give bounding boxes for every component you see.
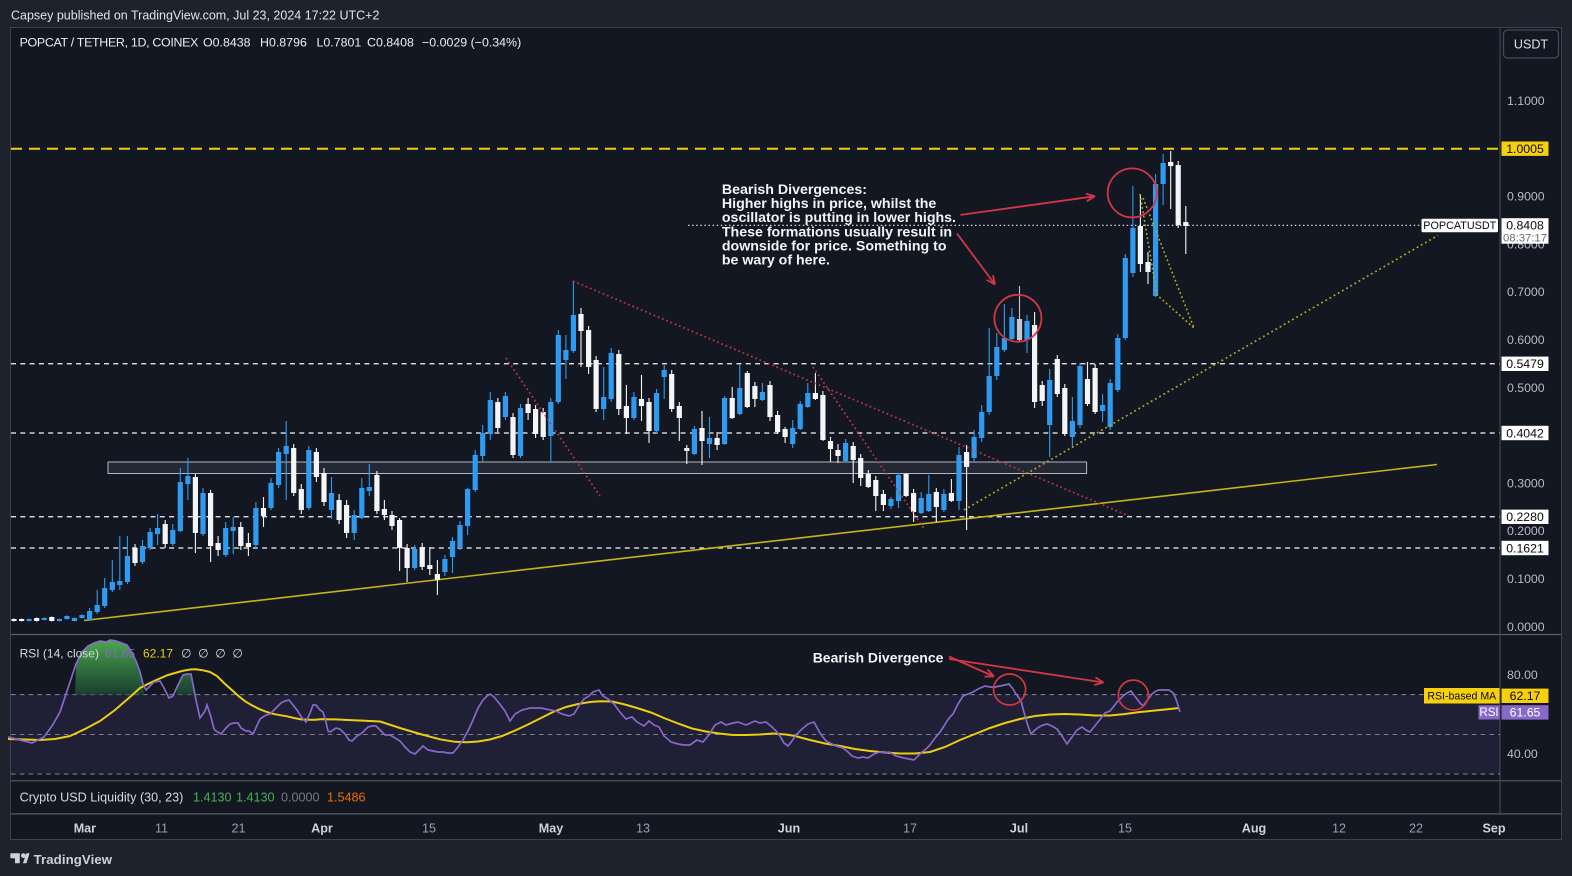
svg-text:08:37:17: 08:37:17 [1503,232,1547,244]
svg-text:Jul: Jul [1010,821,1028,835]
svg-text:12: 12 [1332,821,1346,835]
svg-text:downside for price. Something: downside for price. Something to [722,238,947,254]
svg-text:Jun: Jun [778,821,800,835]
svg-text:oscillator is putting in lower: oscillator is putting in lower highs. [722,210,956,226]
svg-text:Aug: Aug [1242,821,1266,835]
svg-text:0.5479: 0.5479 [1506,357,1544,371]
svg-text:C0.8408: C0.8408 [367,36,414,50]
svg-text:17: 17 [903,821,917,835]
svg-text:1.4130: 1.4130 [193,791,232,805]
svg-text:0.9000: 0.9000 [1507,190,1545,204]
svg-text:1.5486: 1.5486 [327,791,366,805]
svg-text:0.0000: 0.0000 [281,791,320,805]
svg-text:0.1000: 0.1000 [1507,572,1545,586]
svg-text:USDT: USDT [1514,38,1549,52]
svg-text:0.2000: 0.2000 [1507,524,1545,538]
svg-text:Sep: Sep [1482,821,1505,835]
svg-text:61.65: 61.65 [105,647,135,661]
svg-text:0.7000: 0.7000 [1507,285,1545,299]
svg-text:Apr: Apr [311,821,333,835]
svg-text:Higher highs in price, whilst: Higher highs in price, whilst the [722,196,937,212]
svg-text:0.3000: 0.3000 [1507,476,1545,490]
svg-text:62.17: 62.17 [143,647,173,661]
svg-text:1.4130: 1.4130 [236,791,275,805]
svg-text:0.0000: 0.0000 [1507,620,1545,634]
svg-text:0.2280: 0.2280 [1506,510,1544,524]
svg-text:be wary of here.: be wary of here. [722,252,830,268]
svg-text:11: 11 [155,821,168,835]
svg-text:13: 13 [636,821,650,835]
svg-text:0.4042: 0.4042 [1506,426,1544,440]
svg-text:POPCAT / TETHER, 1D, COINEX: POPCAT / TETHER, 1D, COINEX [20,36,199,50]
svg-text:RSI-based MA: RSI-based MA [1427,691,1497,703]
svg-text:0.5000: 0.5000 [1507,381,1545,395]
svg-text:H0.8796: H0.8796 [260,36,307,50]
svg-text:Bearish Divergences:: Bearish Divergences: [722,182,867,198]
svg-text:Capsey published on TradingVie: Capsey published on TradingView.com, Jul… [11,9,379,23]
svg-text:Crypto USD Liquidity (30, 23): Crypto USD Liquidity (30, 23) [20,791,184,805]
svg-text:15: 15 [1118,821,1132,835]
svg-text:TradingView: TradingView [34,852,113,867]
svg-text:0.6000: 0.6000 [1507,333,1545,347]
svg-text:61.65: 61.65 [1510,706,1541,720]
svg-text:80.00: 80.00 [1507,668,1538,682]
svg-text:0.8408: 0.8408 [1506,219,1544,233]
svg-text:15: 15 [422,821,436,835]
svg-text:1.1000: 1.1000 [1507,94,1545,108]
svg-text:Bearish Divergence: Bearish Divergence [813,650,944,666]
svg-text:40.00: 40.00 [1507,747,1538,761]
svg-text:L0.7801: L0.7801 [317,36,362,50]
svg-text:RSI: RSI [1479,706,1498,719]
svg-text:POPCATUSDT: POPCATUSDT [1423,220,1496,232]
svg-text:∅ ∅ ∅ ∅: ∅ ∅ ∅ ∅ [181,647,243,661]
svg-text:RSI (14, close): RSI (14, close) [20,647,99,661]
svg-text:1.0005: 1.0005 [1506,142,1544,156]
svg-text:0.1621: 0.1621 [1506,541,1544,555]
svg-text:These formations usually resul: These formations usually result in [722,224,952,240]
svg-text:62.17: 62.17 [1510,689,1541,703]
svg-text:22: 22 [1409,821,1423,835]
svg-text:−0.0029 (−0.34%): −0.0029 (−0.34%) [422,36,521,50]
svg-text:21: 21 [231,821,245,835]
svg-text:Mar: Mar [74,821,96,835]
svg-text:O0.8438: O0.8438 [203,36,251,50]
svg-text:May: May [539,821,564,835]
